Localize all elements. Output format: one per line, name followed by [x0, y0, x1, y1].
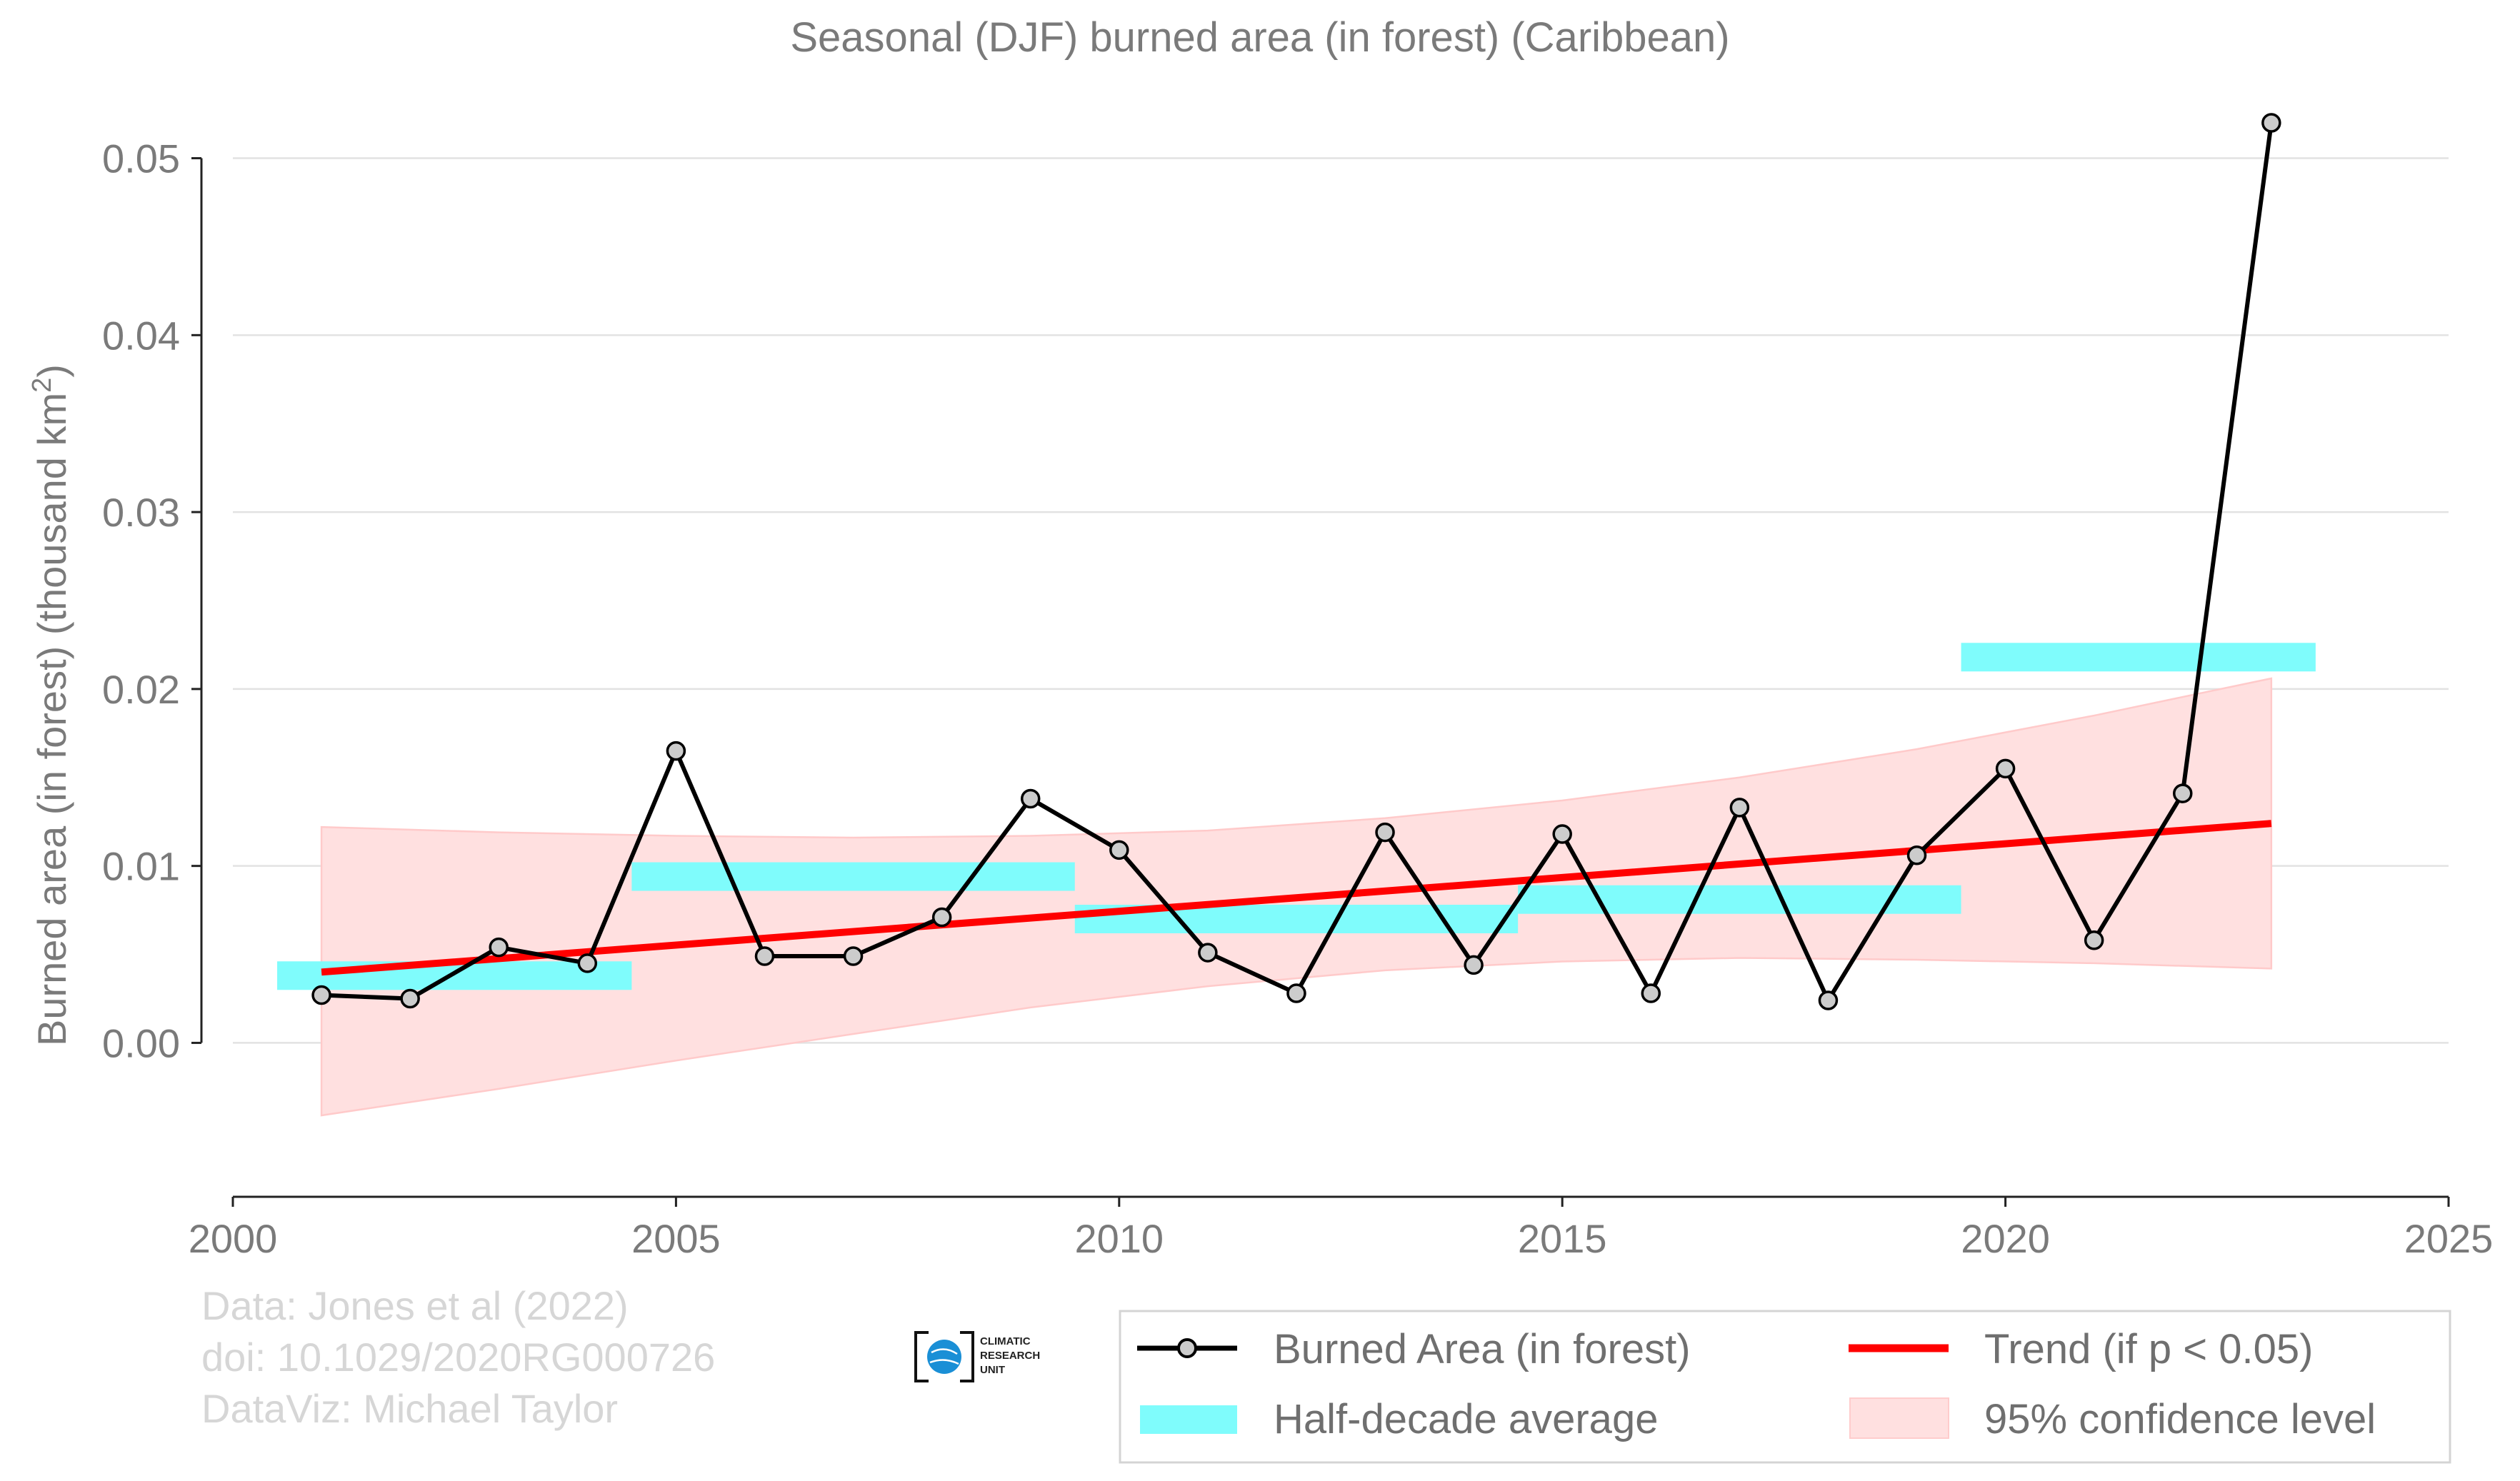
data-point	[311, 985, 331, 1005]
y-axis-title-main: Burned area (in forest) (thousand km	[29, 393, 74, 1046]
legend-confidence-label: 95% confidence level	[1984, 1396, 2376, 1442]
trend-line	[321, 820, 2272, 976]
half-decade-layer	[277, 643, 2316, 990]
legend-box	[1119, 1310, 2451, 1464]
half-decade-bar	[1961, 643, 2316, 672]
y-tick-label: 0.02	[102, 667, 180, 712]
logo-line-3: UNIT	[980, 1364, 1005, 1376]
x-tick-label: 2025	[2404, 1216, 2494, 1261]
data-point	[2084, 930, 2104, 950]
x-tick-label: 2020	[1961, 1216, 2050, 1261]
data-point	[1995, 758, 2016, 779]
half-decade-bar	[631, 862, 1075, 891]
legend-trend-label: Trend (if p < 0.05)	[1984, 1326, 2313, 1372]
logo-line-2: RESEARCH	[980, 1350, 1040, 1362]
data-point	[1552, 824, 1572, 844]
y-axis-title-sup: 2	[27, 378, 57, 393]
burned-area-layer	[311, 113, 2281, 1010]
y-tick-label: 0.03	[102, 490, 180, 535]
data-point	[1729, 798, 1750, 818]
y-axis-title-close: )	[29, 364, 74, 378]
data-point	[1198, 943, 1218, 963]
data-point	[754, 946, 775, 966]
data-point	[1906, 845, 1927, 865]
y-tick-label: 0.00	[102, 1020, 180, 1065]
data-point	[2261, 113, 2281, 133]
globe-lines-icon	[929, 1348, 959, 1365]
legend-halfdecade-label: Half-decade average	[1274, 1396, 1658, 1442]
x-tick-label: 2015	[1518, 1216, 1607, 1261]
credit-data: Data: Jones et al (2022)	[201, 1283, 629, 1328]
logo-bracket-right	[960, 1331, 974, 1382]
y-tick-label: 0.04	[102, 313, 180, 358]
credit-doi: doi: 10.1029/2020RG000726	[201, 1335, 715, 1380]
axes: 0.00 0.01 0.02 0.03 0.04 0.05 2000 2005 2010 2015…	[102, 136, 2493, 1261]
y-tick-label: 0.05	[102, 136, 180, 181]
data-point	[1109, 840, 1129, 860]
data-point	[666, 740, 686, 761]
data-point	[1641, 983, 1661, 1003]
half-decade-bar	[277, 961, 632, 990]
y-tick-label: 0.01	[102, 844, 180, 889]
logo-line-1: CLIMATIC	[980, 1335, 1031, 1347]
credit-dataviz: DataViz: Michael Taylor	[201, 1386, 618, 1431]
x-tick-label: 2000	[189, 1216, 278, 1261]
data-point	[400, 988, 420, 1009]
legend-halfdecade-swatch	[1140, 1405, 1237, 1434]
legend-confidence-swatch	[1849, 1397, 1949, 1439]
legend-burned-label: Burned Area (in forest)	[1274, 1326, 1691, 1372]
cru-logo: CLIMATIC RESEARCH UNIT	[914, 1331, 1040, 1382]
data-point	[1020, 788, 1041, 809]
data-point	[931, 907, 952, 928]
data-point	[843, 946, 864, 966]
trend-layer	[321, 820, 2272, 976]
legend-burned-marker	[1177, 1338, 1197, 1358]
data-point	[1286, 983, 1306, 1003]
x-tick-label: 2005	[631, 1216, 721, 1261]
chart-title: Seasonal (DJF) burned area (in forest) (…	[790, 14, 1729, 61]
data-point	[489, 937, 509, 958]
data-point	[2173, 783, 2193, 803]
data-point	[1464, 955, 1484, 975]
logo-bracket-left	[914, 1331, 929, 1382]
y-axis-title: Burned area (in forest) (thousand km2)	[27, 364, 74, 1046]
data-point	[577, 953, 598, 973]
globe-icon	[927, 1340, 961, 1374]
data-point	[1375, 822, 1395, 843]
data-point	[1818, 990, 1839, 1010]
x-tick-label: 2010	[1075, 1216, 1164, 1261]
legend: Burned Area (in forest) Trend (if p < 0.…	[1119, 1310, 2451, 1464]
